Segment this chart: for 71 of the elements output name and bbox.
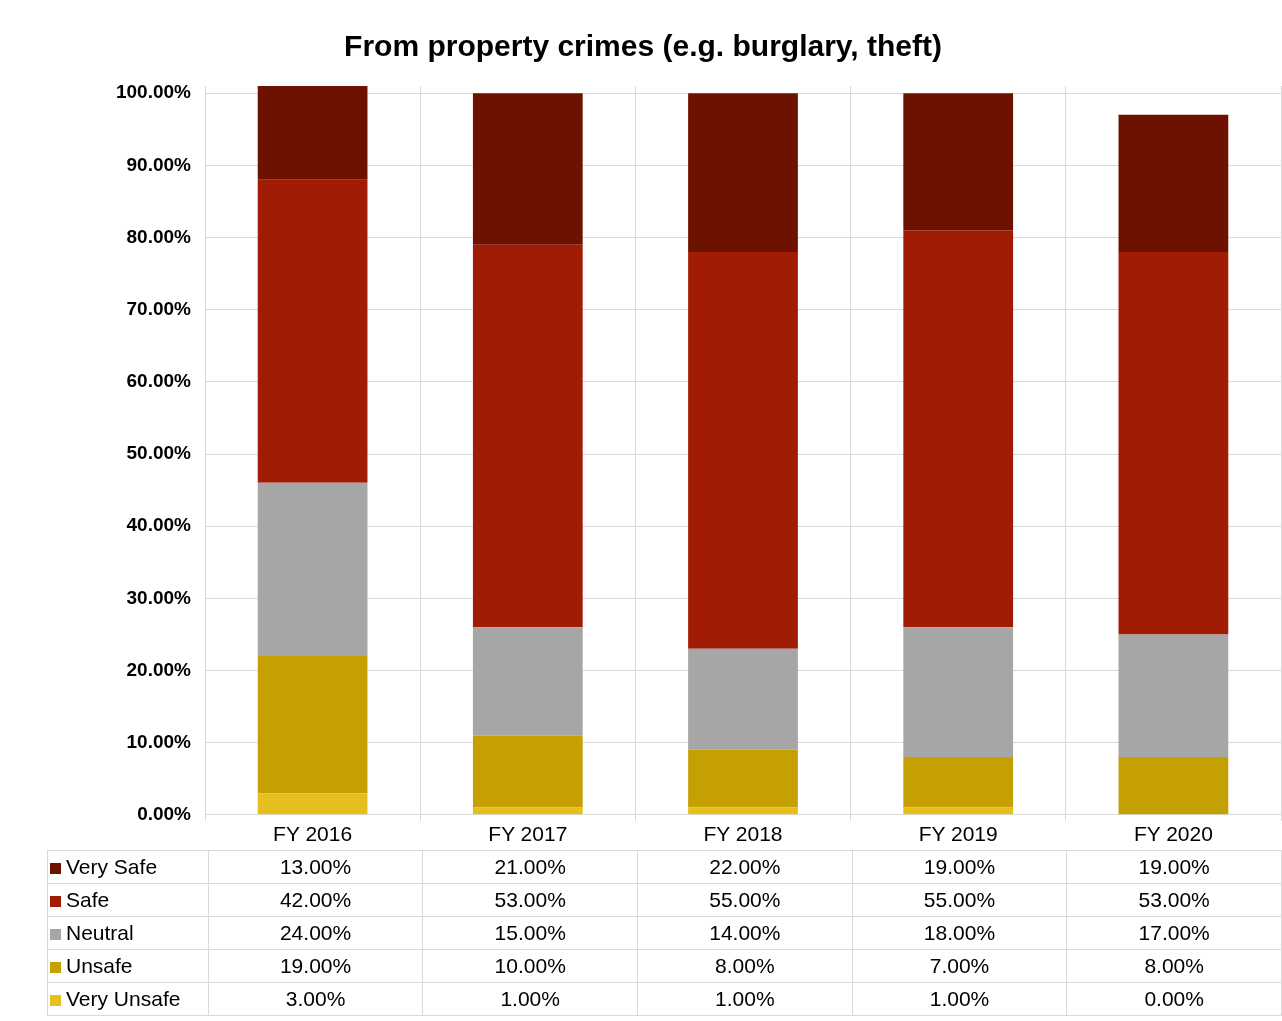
- bar: [688, 749, 798, 808]
- y-tick-label: 40.00%: [126, 514, 192, 536]
- data-label: 7.00%: [852, 949, 1067, 983]
- bar: [903, 93, 1014, 231]
- data-label: 1.00%: [637, 982, 853, 1016]
- data-label: 17.00%: [1066, 916, 1282, 950]
- data-label: 15.00%: [422, 916, 638, 950]
- data-label: 53.00%: [1066, 883, 1282, 917]
- data-label: 55.00%: [637, 883, 853, 917]
- data-label: 8.00%: [637, 949, 853, 983]
- x-tick-label: FY 2020: [1133, 822, 1213, 846]
- legend-label: Very Unsafe: [47, 982, 209, 1016]
- y-tick-label: 20.00%: [126, 658, 192, 680]
- bar: [903, 627, 1014, 758]
- bar: [1118, 757, 1229, 815]
- legend-label: Very Safe: [47, 850, 209, 884]
- data-label: 19.00%: [208, 949, 423, 983]
- data-label: 13.00%: [208, 850, 423, 884]
- data-label: 22.00%: [637, 850, 853, 884]
- bar: [472, 735, 583, 808]
- data-label: 18.00%: [852, 916, 1067, 950]
- bar: [257, 656, 368, 794]
- bar: [688, 93, 798, 252]
- legend-label: Unsafe: [47, 949, 209, 983]
- bar: [257, 86, 368, 180]
- bar: [688, 648, 798, 750]
- data-label: 1.00%: [852, 982, 1067, 1016]
- data-label: 10.00%: [422, 949, 638, 983]
- y-tick-label: 30.00%: [126, 586, 192, 608]
- bar: [688, 251, 798, 649]
- y-tick-label: 0.00%: [137, 803, 192, 825]
- y-tick-label: 50.00%: [126, 442, 192, 464]
- y-tick-label: 10.00%: [126, 730, 192, 752]
- y-tick-label: 100.00%: [115, 81, 192, 103]
- chart-title: From property crimes (e.g. burglary, theft): [344, 29, 942, 63]
- data-label: 21.00%: [422, 850, 638, 884]
- bar: [1118, 251, 1229, 635]
- bar: [257, 482, 368, 657]
- x-tick-label: FY 2016: [273, 822, 353, 846]
- x-tick-label: FY 2018: [703, 822, 783, 846]
- y-tick-label: 70.00%: [126, 297, 192, 319]
- bar: [472, 627, 583, 736]
- data-label: 19.00%: [1066, 850, 1282, 884]
- bar: [903, 230, 1014, 628]
- bar: [257, 793, 368, 815]
- data-label: 42.00%: [208, 883, 423, 917]
- bar: [472, 93, 583, 245]
- bar: [472, 807, 583, 815]
- y-tick-label: 90.00%: [126, 153, 192, 175]
- bar: [903, 757, 1014, 808]
- x-tick-label: FY 2019: [918, 822, 998, 846]
- bar: [1118, 114, 1229, 252]
- bar: [472, 244, 583, 628]
- data-label: 19.00%: [852, 850, 1067, 884]
- legend-label: Neutral: [47, 916, 209, 950]
- data-label: 14.00%: [637, 916, 853, 950]
- data-label: 0.00%: [1066, 982, 1282, 1016]
- bar: [903, 807, 1014, 815]
- bar: [257, 179, 368, 483]
- y-tick-label: 60.00%: [126, 370, 192, 392]
- y-tick-label: 80.00%: [126, 225, 192, 247]
- data-label: 3.00%: [208, 982, 423, 1016]
- data-label: 8.00%: [1066, 949, 1282, 983]
- data-label: 24.00%: [208, 916, 423, 950]
- data-label: 55.00%: [852, 883, 1067, 917]
- bar: [1118, 634, 1229, 758]
- data-label: 1.00%: [422, 982, 638, 1016]
- bar: [688, 807, 798, 815]
- legend-label: Safe: [47, 883, 209, 917]
- x-tick-label: FY 2017: [488, 822, 568, 846]
- data-label: 53.00%: [422, 883, 638, 917]
